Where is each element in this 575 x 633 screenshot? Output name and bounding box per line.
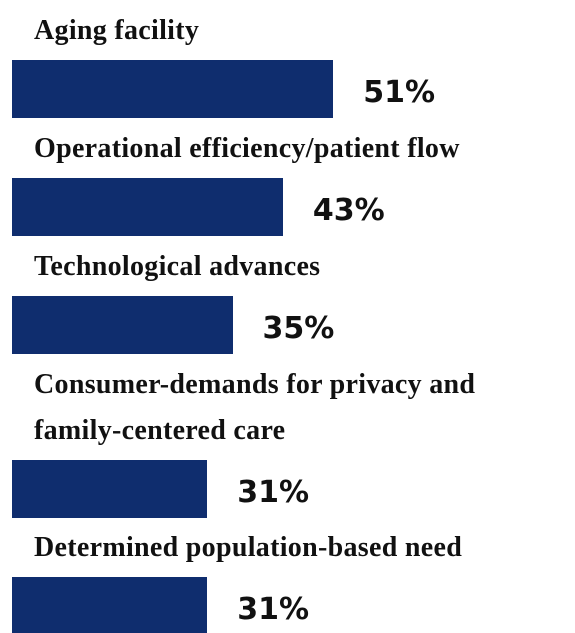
bar	[12, 296, 233, 354]
category-label: Technological advances	[34, 251, 321, 282]
bar	[12, 577, 208, 633]
value-label: 31%	[237, 592, 310, 627]
category-label: Aging facility	[34, 15, 200, 46]
category-label: Determined population-based need	[34, 532, 463, 563]
value-label: 51%	[363, 75, 436, 110]
bar	[12, 178, 283, 236]
value-label: 31%	[237, 475, 310, 510]
value-label: 43%	[312, 193, 385, 228]
bar	[12, 60, 334, 118]
value-label: 35%	[262, 311, 335, 346]
bar	[12, 460, 208, 518]
category-label: Consumer-demands for privacy and family-…	[34, 369, 476, 446]
category-label: Operational efficiency/patient flow	[34, 133, 460, 164]
